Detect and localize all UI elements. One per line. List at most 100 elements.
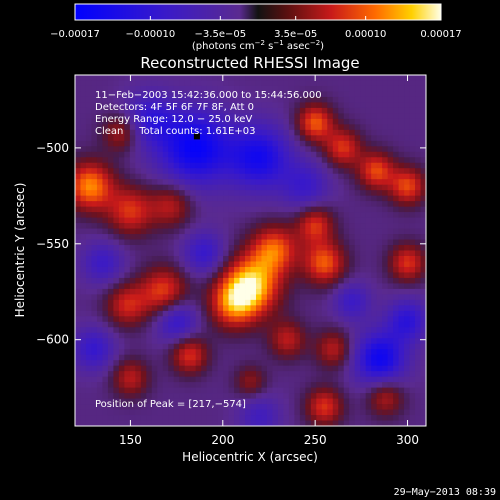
heatmap-cell xyxy=(371,305,378,312)
heatmap-cell xyxy=(168,420,175,426)
heatmap-cell xyxy=(365,168,372,175)
heatmap-cell xyxy=(80,157,87,164)
heatmap-cell xyxy=(179,107,186,114)
heatmap-cell xyxy=(338,393,345,399)
heatmap-cell xyxy=(146,223,153,229)
heatmap-cell xyxy=(239,91,246,98)
heatmap-cell xyxy=(195,151,202,158)
heatmap-cell xyxy=(124,212,131,218)
heatmap-cell xyxy=(239,360,246,367)
heatmap-cell xyxy=(382,371,389,378)
heatmap-cell xyxy=(272,327,279,334)
heatmap-cell xyxy=(190,201,197,208)
heatmap-cell xyxy=(212,310,218,317)
heatmap-cell xyxy=(387,190,394,197)
heatmap-cell xyxy=(398,272,405,279)
heatmap-cell xyxy=(272,277,279,284)
heatmap-cell xyxy=(118,371,125,378)
heatmap-cell xyxy=(310,387,317,394)
heatmap-cell xyxy=(212,190,218,197)
heatmap-cell xyxy=(190,184,197,191)
heatmap-cell xyxy=(321,266,328,273)
heatmap-cell xyxy=(234,338,240,345)
heatmap-cell xyxy=(80,261,87,268)
heatmap-cell xyxy=(80,190,87,197)
heatmap-cell xyxy=(288,371,295,378)
heatmap-cell xyxy=(327,162,334,169)
colorbar-tick-label: 3.5e−05 xyxy=(274,29,317,40)
heatmap-cell xyxy=(96,107,103,114)
heatmap-cell xyxy=(162,223,169,229)
heatmap-cell xyxy=(305,102,312,109)
heatmap-cell xyxy=(376,212,383,218)
heatmap-cell xyxy=(420,327,426,334)
heatmap-cell xyxy=(387,305,394,312)
heatmap-cell xyxy=(420,96,426,103)
heatmap-cell xyxy=(387,387,394,394)
heatmap-cell xyxy=(113,75,120,81)
heatmap-cell xyxy=(376,398,383,405)
heatmap-cell xyxy=(96,80,103,87)
heatmap-cell xyxy=(91,327,98,334)
heatmap-cell xyxy=(223,354,229,361)
heatmap-cell xyxy=(162,321,169,328)
heatmap-cell xyxy=(338,234,345,240)
heatmap-cell xyxy=(310,288,317,295)
heatmap-cell xyxy=(360,272,367,279)
heatmap-cell xyxy=(190,157,197,164)
heatmap-cell xyxy=(85,327,92,334)
heatmap-cell xyxy=(321,102,328,109)
heatmap-cell xyxy=(283,85,290,92)
heatmap-cell xyxy=(354,107,361,114)
heatmap-cell xyxy=(382,365,389,372)
heatmap-cell xyxy=(195,228,202,235)
heatmap-cell xyxy=(321,255,328,262)
heatmap-cell xyxy=(245,201,251,208)
heatmap-cell xyxy=(354,360,361,367)
heatmap-cell xyxy=(387,157,394,164)
heatmap-cell xyxy=(365,223,372,229)
heatmap-cell xyxy=(343,404,350,410)
heatmap-cell xyxy=(277,283,284,290)
heatmap-cell xyxy=(382,277,389,284)
heatmap-cell xyxy=(250,201,257,208)
heatmap-cell xyxy=(201,85,208,92)
heatmap-cell xyxy=(360,91,367,98)
heatmap-cell xyxy=(398,228,405,235)
heatmap-cell xyxy=(206,310,213,317)
heatmap-cell xyxy=(393,107,399,114)
heatmap-cell xyxy=(250,343,257,350)
heatmap-cell xyxy=(398,162,405,169)
heatmap-cell xyxy=(343,250,350,257)
heatmap-cell xyxy=(75,212,81,218)
heatmap-cell xyxy=(212,349,218,356)
heatmap-cell xyxy=(195,272,202,279)
heatmap-cell xyxy=(343,409,350,416)
heatmap-cell xyxy=(96,102,103,109)
heatmap-cell xyxy=(113,228,120,235)
heatmap-cell xyxy=(228,266,235,273)
heatmap-cell xyxy=(91,360,98,367)
heatmap-cell xyxy=(135,365,142,372)
heatmap-cell xyxy=(382,91,389,98)
heatmap-cell xyxy=(190,360,197,367)
heatmap-cell xyxy=(113,283,120,290)
heatmap-cell xyxy=(283,283,290,290)
heatmap-cell xyxy=(272,288,279,295)
heatmap-cell xyxy=(288,75,295,81)
heatmap-cell xyxy=(173,223,180,229)
heatmap-cell xyxy=(195,212,202,218)
heatmap-cell xyxy=(327,173,334,180)
heatmap-cell xyxy=(349,382,356,389)
heatmap-cell xyxy=(255,190,262,197)
heatmap-cell xyxy=(102,415,109,421)
heatmap-cell xyxy=(239,173,246,180)
heatmap-cell xyxy=(201,113,208,120)
heatmap-cell xyxy=(332,118,339,125)
heatmap-cell xyxy=(195,288,202,295)
heatmap-cell xyxy=(299,179,306,186)
heatmap-cell xyxy=(365,91,372,98)
heatmap-cell xyxy=(212,129,218,136)
heatmap-cell xyxy=(250,107,257,114)
heatmap-cell xyxy=(135,294,142,301)
